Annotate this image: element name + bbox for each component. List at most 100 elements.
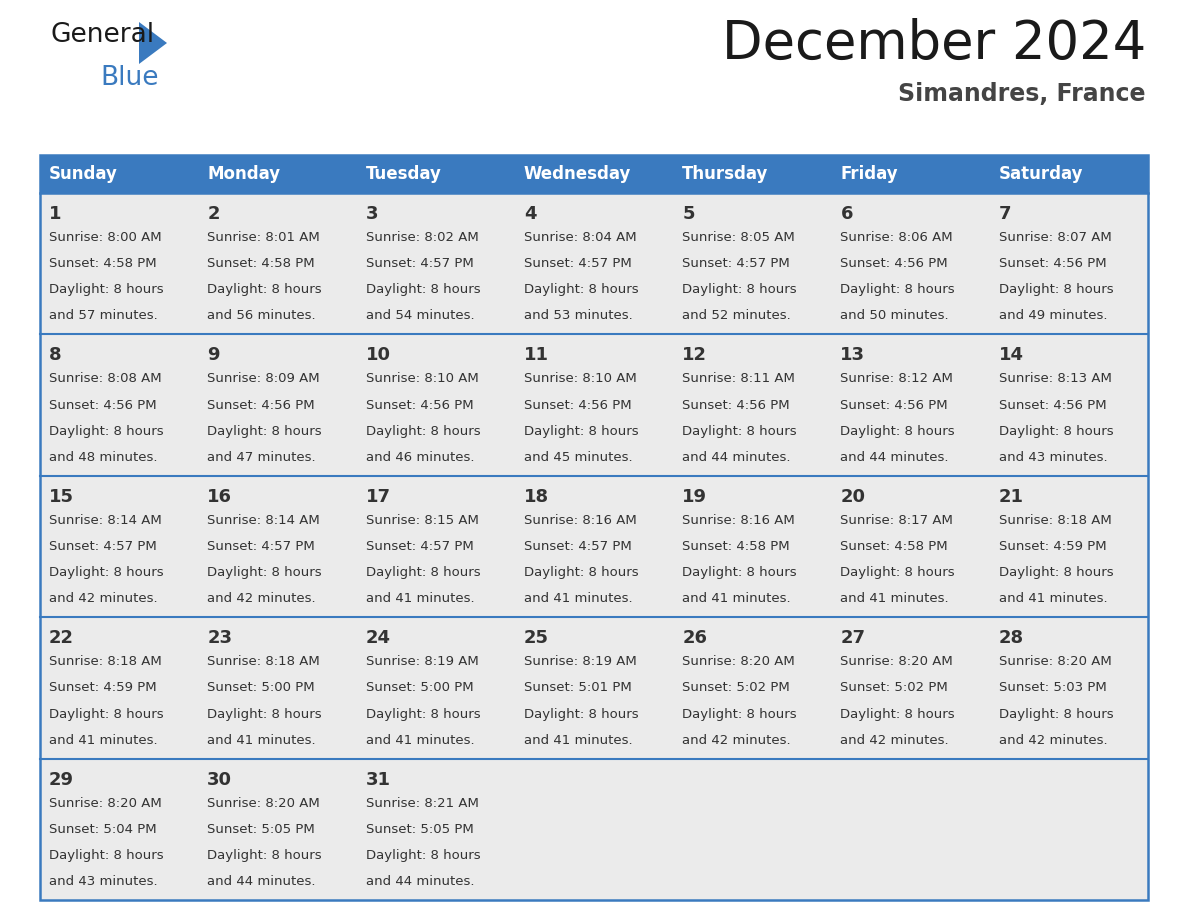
Text: Daylight: 8 hours: Daylight: 8 hours <box>207 849 322 862</box>
Text: 20: 20 <box>840 487 865 506</box>
Text: and 47 minutes.: and 47 minutes. <box>207 451 316 464</box>
Text: Daylight: 8 hours: Daylight: 8 hours <box>840 284 955 297</box>
Text: and 41 minutes.: and 41 minutes. <box>682 592 791 605</box>
Text: Sunrise: 8:18 AM: Sunrise: 8:18 AM <box>999 514 1112 527</box>
Text: Sunrise: 8:00 AM: Sunrise: 8:00 AM <box>49 231 162 244</box>
Text: Sunset: 4:58 PM: Sunset: 4:58 PM <box>840 540 948 553</box>
Text: 8: 8 <box>49 346 62 364</box>
Text: Sunset: 5:03 PM: Sunset: 5:03 PM <box>999 681 1106 694</box>
Bar <box>40 155 198 193</box>
Text: 24: 24 <box>366 629 391 647</box>
Text: General: General <box>50 22 154 48</box>
Bar <box>198 334 356 476</box>
Text: Sunset: 5:00 PM: Sunset: 5:00 PM <box>366 681 473 694</box>
Text: Sunset: 4:56 PM: Sunset: 4:56 PM <box>366 398 473 411</box>
Text: Sunset: 4:56 PM: Sunset: 4:56 PM <box>49 398 157 411</box>
Bar <box>356 334 514 476</box>
Bar <box>514 193 674 334</box>
Bar <box>356 155 514 193</box>
Text: Tuesday: Tuesday <box>366 165 442 183</box>
Bar <box>990 476 1148 617</box>
Text: Sunrise: 8:10 AM: Sunrise: 8:10 AM <box>524 373 637 386</box>
Text: Sunset: 5:02 PM: Sunset: 5:02 PM <box>840 681 948 694</box>
Text: Sunset: 4:58 PM: Sunset: 4:58 PM <box>49 257 157 270</box>
Text: Sunset: 4:57 PM: Sunset: 4:57 PM <box>49 540 157 553</box>
Text: Daylight: 8 hours: Daylight: 8 hours <box>682 708 797 721</box>
Bar <box>990 334 1148 476</box>
Text: Sunset: 4:57 PM: Sunset: 4:57 PM <box>366 257 473 270</box>
Text: Sunset: 5:01 PM: Sunset: 5:01 PM <box>524 681 632 694</box>
Text: and 50 minutes.: and 50 minutes. <box>840 309 949 322</box>
Text: Daylight: 8 hours: Daylight: 8 hours <box>682 284 797 297</box>
Text: Daylight: 8 hours: Daylight: 8 hours <box>524 566 638 579</box>
Text: Sunset: 4:57 PM: Sunset: 4:57 PM <box>366 540 473 553</box>
Text: Sunrise: 8:20 AM: Sunrise: 8:20 AM <box>840 655 953 668</box>
Bar <box>832 193 990 334</box>
Text: and 42 minutes.: and 42 minutes. <box>682 733 791 746</box>
Text: 26: 26 <box>682 629 707 647</box>
Bar <box>40 617 198 758</box>
Text: and 43 minutes.: and 43 minutes. <box>49 875 158 888</box>
Text: and 41 minutes.: and 41 minutes. <box>840 592 949 605</box>
Text: 3: 3 <box>366 205 378 223</box>
Text: Saturday: Saturday <box>999 165 1083 183</box>
Text: Sunrise: 8:15 AM: Sunrise: 8:15 AM <box>366 514 479 527</box>
Text: Sunrise: 8:11 AM: Sunrise: 8:11 AM <box>682 373 795 386</box>
Text: Daylight: 8 hours: Daylight: 8 hours <box>49 284 164 297</box>
Text: Sunset: 4:58 PM: Sunset: 4:58 PM <box>682 540 790 553</box>
Text: Sunrise: 8:19 AM: Sunrise: 8:19 AM <box>524 655 637 668</box>
Text: and 41 minutes.: and 41 minutes. <box>207 733 316 746</box>
Text: 13: 13 <box>840 346 865 364</box>
Bar <box>40 155 1148 900</box>
Text: Sunrise: 8:20 AM: Sunrise: 8:20 AM <box>682 655 795 668</box>
Text: Daylight: 8 hours: Daylight: 8 hours <box>840 425 955 438</box>
Text: Sunset: 4:56 PM: Sunset: 4:56 PM <box>840 257 948 270</box>
Text: Sunset: 4:57 PM: Sunset: 4:57 PM <box>524 540 632 553</box>
Text: Sunrise: 8:12 AM: Sunrise: 8:12 AM <box>840 373 953 386</box>
Text: 27: 27 <box>840 629 865 647</box>
Text: Sunset: 4:57 PM: Sunset: 4:57 PM <box>207 540 315 553</box>
Text: Sunrise: 8:16 AM: Sunrise: 8:16 AM <box>524 514 637 527</box>
Bar <box>990 617 1148 758</box>
Text: Sunrise: 8:10 AM: Sunrise: 8:10 AM <box>366 373 479 386</box>
Text: Sunset: 5:00 PM: Sunset: 5:00 PM <box>207 681 315 694</box>
Text: Sunset: 4:57 PM: Sunset: 4:57 PM <box>524 257 632 270</box>
Bar <box>514 758 674 900</box>
Text: 15: 15 <box>49 487 74 506</box>
Text: Daylight: 8 hours: Daylight: 8 hours <box>366 425 480 438</box>
Text: Daylight: 8 hours: Daylight: 8 hours <box>682 425 797 438</box>
Bar <box>514 617 674 758</box>
Text: Daylight: 8 hours: Daylight: 8 hours <box>366 849 480 862</box>
Text: and 41 minutes.: and 41 minutes. <box>49 733 158 746</box>
Text: Monday: Monday <box>207 165 280 183</box>
Bar <box>832 758 990 900</box>
Text: and 54 minutes.: and 54 minutes. <box>366 309 474 322</box>
Bar <box>40 334 198 476</box>
Text: Sunrise: 8:02 AM: Sunrise: 8:02 AM <box>366 231 479 244</box>
Bar <box>674 334 832 476</box>
Text: Sunrise: 8:01 AM: Sunrise: 8:01 AM <box>207 231 320 244</box>
Bar <box>40 193 198 334</box>
Text: and 44 minutes.: and 44 minutes. <box>682 451 791 464</box>
Text: Sunset: 4:56 PM: Sunset: 4:56 PM <box>682 398 790 411</box>
Text: Sunrise: 8:20 AM: Sunrise: 8:20 AM <box>49 797 162 810</box>
Text: Daylight: 8 hours: Daylight: 8 hours <box>207 425 322 438</box>
Text: Thursday: Thursday <box>682 165 769 183</box>
Text: 4: 4 <box>524 205 536 223</box>
Text: Sunset: 4:57 PM: Sunset: 4:57 PM <box>682 257 790 270</box>
Bar <box>674 617 832 758</box>
Bar <box>674 155 832 193</box>
Text: Simandres, France: Simandres, France <box>898 82 1146 106</box>
Text: and 42 minutes.: and 42 minutes. <box>49 592 158 605</box>
Text: Daylight: 8 hours: Daylight: 8 hours <box>524 425 638 438</box>
Text: Daylight: 8 hours: Daylight: 8 hours <box>49 425 164 438</box>
Text: 17: 17 <box>366 487 391 506</box>
Text: 28: 28 <box>999 629 1024 647</box>
Text: 1: 1 <box>49 205 62 223</box>
Text: Sunrise: 8:07 AM: Sunrise: 8:07 AM <box>999 231 1112 244</box>
Text: 19: 19 <box>682 487 707 506</box>
Text: 22: 22 <box>49 629 74 647</box>
Text: December 2024: December 2024 <box>722 18 1146 70</box>
Bar <box>832 155 990 193</box>
Text: Daylight: 8 hours: Daylight: 8 hours <box>49 708 164 721</box>
